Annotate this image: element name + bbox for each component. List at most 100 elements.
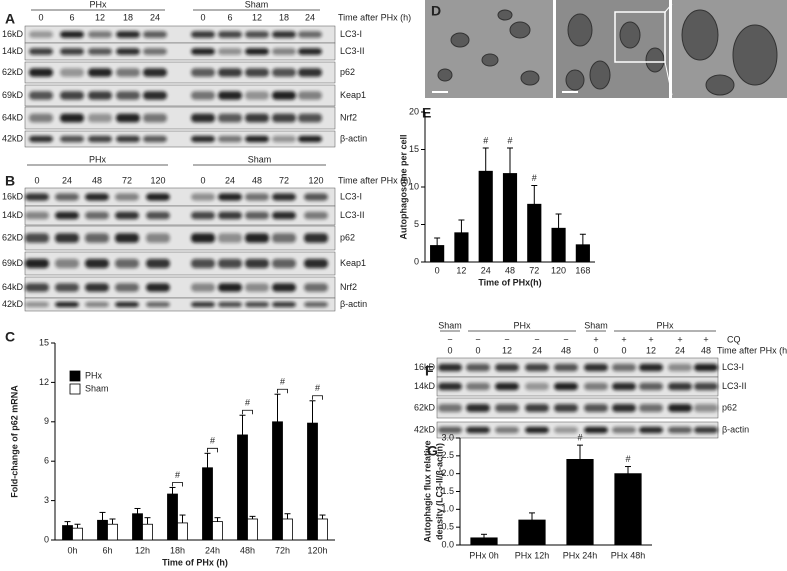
blot-band (639, 363, 663, 372)
blot-band (584, 426, 608, 434)
blot-band (668, 363, 692, 372)
x-tick-label: 72h (275, 545, 290, 555)
blot-band (143, 113, 167, 123)
blot-band (143, 31, 167, 38)
y-axis-title: Fold-change of p62 mRNA (9, 385, 19, 498)
blot-band (85, 283, 109, 292)
size-label: 64kD (2, 112, 24, 122)
significance-bracket (172, 482, 183, 487)
x-tick-label: PHx 0h (469, 550, 499, 560)
treatment-sign: − (475, 334, 480, 344)
y-tick-label: 15 (39, 337, 49, 347)
bar (247, 518, 258, 541)
y-tick-label: 1.0 (441, 504, 454, 514)
blot-band (143, 68, 167, 77)
blot-band (438, 363, 462, 372)
blot-band (55, 301, 79, 308)
blot-band (668, 404, 692, 412)
blot-band (60, 68, 84, 77)
blot-band (191, 31, 215, 38)
blot-band (639, 382, 663, 391)
blot-band (438, 382, 462, 391)
size-label: 62kD (414, 402, 436, 412)
size-label: 62kD (2, 232, 24, 242)
blot-band (218, 91, 242, 100)
blot-band (115, 211, 139, 220)
blot-band (554, 382, 578, 391)
group-label: Sham (438, 320, 462, 330)
blot-band (298, 68, 322, 77)
blot-band (668, 382, 692, 391)
bar (307, 422, 318, 541)
blot-band (584, 363, 608, 372)
blot-band (554, 404, 578, 412)
x-axis-title: Time of PHx(h) (478, 277, 541, 287)
bar-chart: G 0.0 0.5 1.0 1.5 2.0 2.5 3.0 PHx 0h PHx 12h PHx 2… (422, 432, 652, 560)
blot-band (304, 301, 328, 308)
y-tick-label: 5 (414, 219, 419, 229)
blot-band (115, 233, 139, 243)
blot-band (612, 426, 636, 434)
x-tick-label: 12 (456, 265, 466, 275)
blot-band (694, 404, 718, 412)
blot-band (115, 283, 139, 292)
y-tick-label: 6 (44, 456, 49, 466)
blot-band (272, 193, 296, 201)
bar (518, 519, 546, 546)
blot-band (218, 193, 242, 201)
blot-band (85, 211, 109, 220)
lane-label: 0 (200, 12, 205, 22)
blot-band (25, 301, 49, 308)
significance-bracket (242, 409, 253, 415)
y-tick-label: 0.0 (441, 539, 454, 549)
blot-band (218, 258, 242, 269)
x-tick-label: 72 (529, 265, 539, 275)
x-tick-label: 48 (505, 265, 515, 275)
y-tick-label: 10 (409, 181, 419, 191)
blot-band (55, 211, 79, 220)
lane-label: 12 (646, 345, 656, 355)
lane-label: 12 (95, 12, 105, 22)
protein-label: β-actin (340, 299, 367, 309)
lane-label: 6 (69, 12, 74, 22)
size-label: 42kD (2, 133, 24, 143)
treatment-sign: + (648, 334, 653, 344)
blot-band (143, 135, 167, 143)
blot-band (245, 68, 269, 77)
blot-band (191, 48, 215, 55)
blot-band (218, 301, 242, 308)
blot-band (298, 48, 322, 55)
lane-label: 48 (561, 345, 571, 355)
blot-band (245, 48, 269, 55)
bar-chart: E 0 5 10 15 20 0 12 24 #48 #72 #120 168 Autophagosome… (398, 105, 595, 287)
blot-band (245, 211, 269, 220)
protein-label: Nrf2 (340, 282, 357, 292)
blot-band (272, 91, 296, 100)
blot-band (612, 404, 636, 412)
lane-label: 18 (279, 12, 289, 22)
blot-band (191, 233, 215, 243)
blot-band (115, 301, 139, 308)
size-label: 14kD (414, 381, 436, 391)
blot-band (85, 193, 109, 201)
protein-label: β-actin (340, 133, 367, 143)
blot-band (584, 404, 608, 412)
blot-band (612, 363, 636, 372)
group-label: Sham (248, 154, 272, 164)
blot-band (304, 233, 328, 243)
blot-band (272, 48, 296, 55)
blot-panel: A PHx Sham 0 6 12 18 24 0 6 12 18 24 Time after PHx (… (2, 0, 411, 148)
blot-band (495, 404, 519, 412)
blot-strip (24, 106, 336, 130)
bar (237, 434, 248, 541)
blot-band (298, 91, 322, 100)
panel-label: E (422, 105, 431, 121)
blot-band (438, 404, 462, 412)
blot-band (525, 426, 549, 434)
blot-band (115, 193, 139, 201)
protein-label: LC3-II (722, 381, 747, 391)
lane-label: 0 (593, 345, 598, 355)
blot-band (612, 382, 636, 391)
significance-marker: # (625, 454, 630, 464)
blot-band (116, 31, 140, 38)
